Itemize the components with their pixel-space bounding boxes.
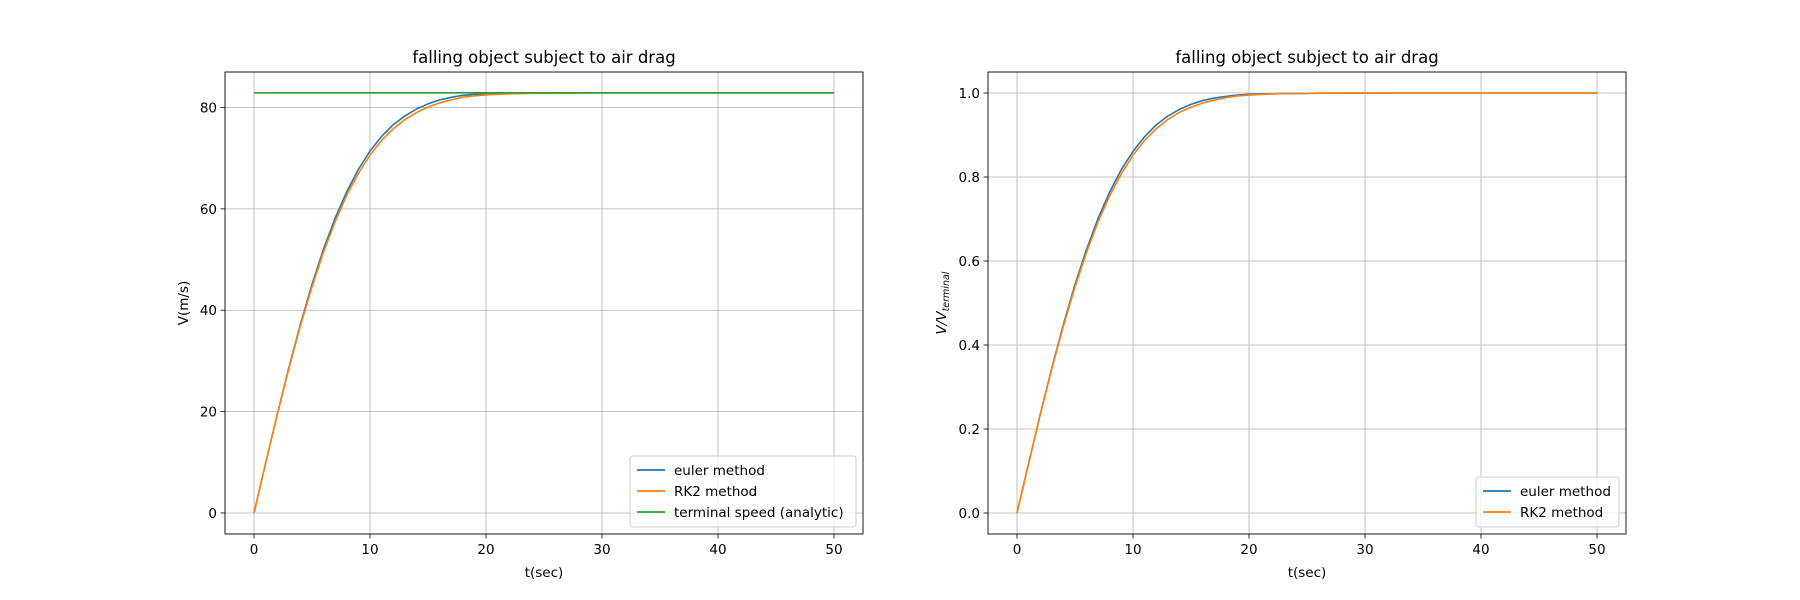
x-tick-label: 30	[593, 542, 610, 558]
y-tick-label: 0.8	[959, 170, 980, 186]
series-line-rk2-method	[1016, 92, 1597, 514]
x-tick-label: 20	[477, 542, 494, 558]
y-tick-label: 1.0	[959, 86, 980, 102]
y-tick-label: 0.4	[959, 338, 980, 354]
legend-label: RK2 method	[674, 484, 757, 500]
legend-box	[1475, 476, 1620, 528]
y-tick-label: 0.6	[959, 254, 980, 270]
chart-title: falling object subject to air drag	[1175, 48, 1438, 67]
chart-title: falling object subject to air drag	[412, 48, 675, 67]
x-axis-label: t(sec)	[1288, 565, 1327, 581]
x-tick-label: 20	[1240, 542, 1257, 558]
y-tick-label: 40	[200, 303, 217, 319]
chart-panel-1: 0 10 20 30 40 50 0 20 40 60 80 falling object subje…	[176, 48, 864, 581]
x-tick-label: 40	[709, 542, 726, 558]
x-tick-label: 10	[361, 542, 378, 558]
x-axis-label: t(sec)	[525, 565, 564, 581]
series-line-rk2-method	[253, 91, 834, 514]
legend: euler method RK2 method terminal speed (an…	[629, 455, 857, 528]
y-tick-label: 0.2	[959, 422, 980, 438]
x-tick-label: 10	[1124, 542, 1141, 558]
y-tick-label: 0.0	[959, 506, 980, 522]
legend-label: euler method	[674, 463, 765, 479]
x-tick-label: 30	[1356, 542, 1373, 558]
y-tick-label: 20	[200, 405, 217, 421]
y-axis-label-subscript: terminal	[941, 271, 952, 311]
legend-box	[629, 455, 857, 528]
legend-label: terminal speed (analytic)	[674, 505, 844, 521]
x-tick-label: 0	[1013, 542, 1022, 558]
x-tick-label: 50	[1588, 542, 1605, 558]
axes-frame	[224, 71, 864, 535]
series-group	[253, 91, 834, 514]
y-tick-label: 60	[200, 202, 217, 218]
legend: euler method RK2 method	[1475, 476, 1620, 528]
series-group	[1016, 92, 1597, 514]
y-axis-label: V/Vterminal	[934, 271, 952, 334]
y-tick-label: 0	[208, 506, 217, 522]
x-tick-label: 50	[825, 542, 842, 558]
x-tick-label: 0	[250, 542, 259, 558]
y-axis-label: V(m/s)	[176, 281, 192, 326]
y-tick-label: 80	[200, 100, 217, 116]
series-line-euler-method	[1016, 92, 1597, 514]
legend-label: euler method	[1520, 484, 1611, 500]
y-axis-label-main: V/V	[934, 310, 950, 335]
legend-label: RK2 method	[1520, 505, 1603, 521]
series-line-euler-method	[253, 91, 834, 514]
chart-panel-2: 0 10 20 30 40 50 0.0 0.2 0.4 0.6 0.8 1.0 falling obj…	[934, 48, 1627, 581]
x-tick-label: 40	[1472, 542, 1489, 558]
axes-frame	[987, 71, 1627, 535]
